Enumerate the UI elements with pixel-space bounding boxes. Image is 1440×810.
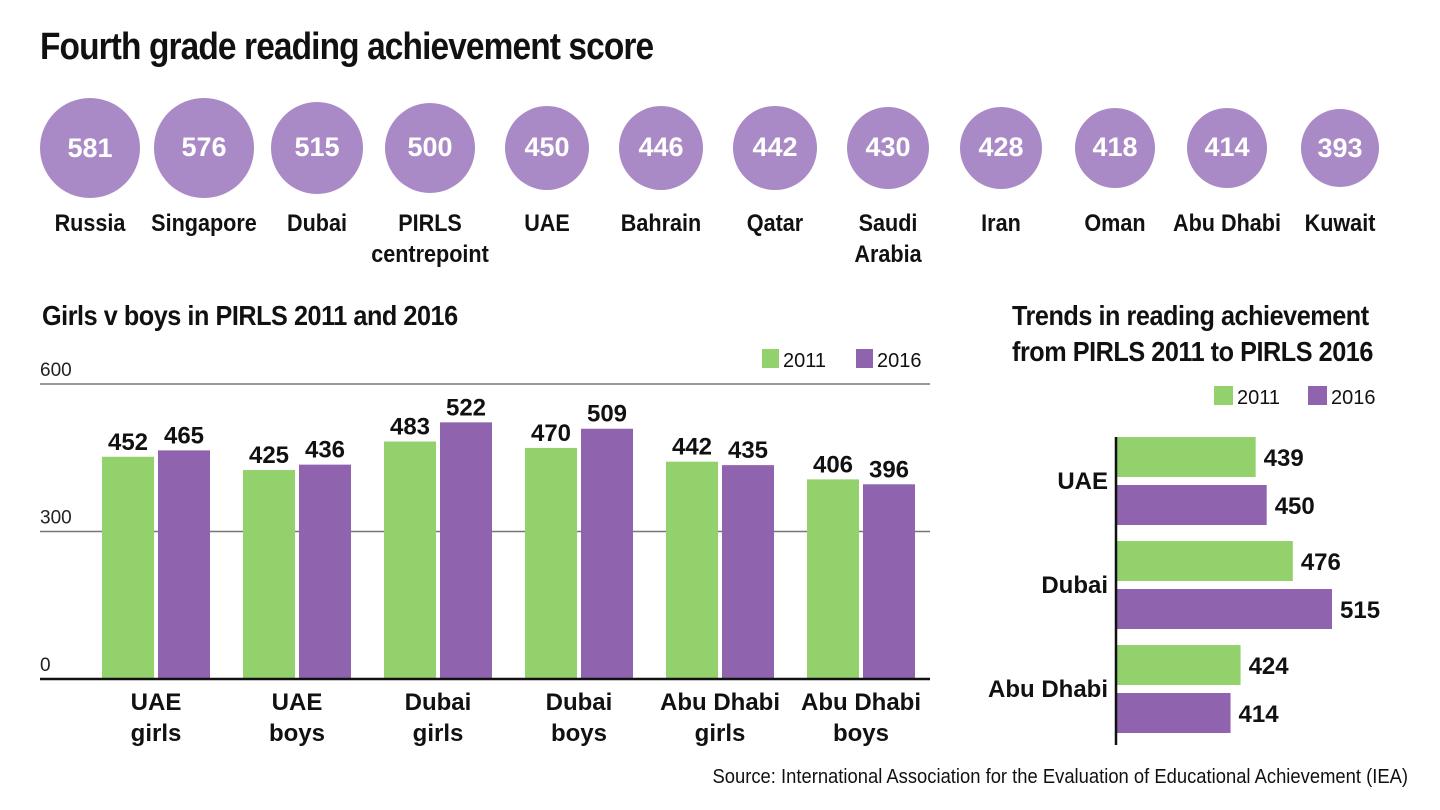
hbar-2011 — [1116, 541, 1293, 581]
hbar-2016 — [1116, 589, 1332, 629]
score-bubble: 581 — [40, 98, 140, 198]
legend-label: 2016 — [877, 350, 922, 372]
country-label: PIRLS centrepoint — [371, 210, 489, 268]
legend-swatch-2016 — [1308, 386, 1327, 405]
score-bubble: 446 — [618, 105, 704, 191]
bar-value-label: 406 — [813, 451, 853, 478]
x-category-label: Dubai girls — [405, 689, 472, 747]
score-bubble: 442 — [733, 106, 817, 190]
hbar-value-label: 439 — [1264, 445, 1304, 472]
score-bubble: 430 — [846, 106, 930, 190]
x-category-label: UAE boys — [269, 689, 325, 747]
score-bubble: 393 — [1301, 109, 1379, 187]
legend-swatch-2011 — [762, 349, 779, 368]
score-bubble: 428 — [959, 106, 1043, 190]
country-label: Oman — [1084, 210, 1146, 237]
country-label: Bahrain — [620, 210, 702, 237]
bar-value-label: 442 — [672, 434, 712, 461]
bar-chart: 600 300 0 452 465 UAE girls 425 436 UAE boys 483 522… — [40, 349, 930, 747]
bar-2011 — [384, 441, 436, 679]
bar-2011 — [102, 456, 154, 679]
legend-swatch-2016 — [856, 349, 873, 368]
hbar-2011 — [1116, 437, 1256, 477]
hbar-value-label: 424 — [1249, 653, 1290, 680]
country-label: Kuwait — [1304, 210, 1376, 237]
country-label: Dubai — [286, 210, 347, 237]
x-category-label: UAE girls — [131, 689, 182, 747]
source-note: Source: International Association for th… — [712, 766, 1408, 788]
bar-value-label: 509 — [587, 401, 627, 428]
hbar-category-label: UAE — [1057, 468, 1108, 495]
country-label: UAE — [524, 210, 570, 237]
bar-value-label: 465 — [164, 422, 204, 449]
y-tick-label: 600 — [40, 360, 72, 381]
legend-label: 2011 — [783, 350, 826, 372]
bar-value-label: 436 — [305, 437, 345, 464]
bar-2011 — [666, 461, 718, 679]
hbar-category-label: Abu Dhabi — [988, 676, 1108, 703]
country-label: Russia — [54, 210, 126, 237]
hbar-category-label: Dubai — [1041, 572, 1108, 599]
x-category-label: Abu Dhabi girls — [660, 689, 780, 747]
score-bubble: 576 — [154, 98, 254, 198]
score-bubble: 450 — [504, 105, 590, 191]
bar-value-label: 522 — [446, 394, 486, 421]
page-title: Fourth grade reading achievement score — [40, 26, 654, 68]
country-label: Qatar — [746, 210, 804, 237]
bar-value-label: 435 — [728, 437, 768, 464]
bar-value-label: 483 — [390, 414, 430, 441]
hbar-value-label: 476 — [1301, 549, 1341, 576]
bar-2016 — [299, 464, 351, 679]
legend-swatch-2011 — [1214, 386, 1233, 405]
bar-2016 — [440, 422, 492, 679]
country-label: Singapore — [151, 210, 257, 237]
hbar-value-label: 414 — [1239, 701, 1280, 728]
bar-2016 — [581, 428, 633, 679]
legend-label: 2011 — [1237, 387, 1280, 409]
bar-value-label: 396 — [869, 456, 909, 483]
bar-2011 — [243, 470, 295, 679]
bar-2016 — [722, 465, 774, 679]
legend-label: 2016 — [1331, 387, 1376, 409]
score-bubble: 418 — [1074, 107, 1156, 189]
score-bubble: 500 — [384, 102, 476, 194]
score-bubble: 414 — [1186, 107, 1268, 189]
bar-value-label: 470 — [531, 420, 571, 447]
country-label: Saudi Arabia — [854, 210, 922, 268]
bar-2016 — [863, 484, 915, 679]
y-tick-label: 300 — [40, 508, 72, 529]
bar-chart-title: Girls v boys in PIRLS 2011 and 2016 — [42, 300, 458, 331]
country-label: Iran — [981, 210, 1021, 237]
hbar-2011 — [1116, 645, 1241, 685]
hbar-chart-title: Trends in reading achievement from PIRLS … — [1012, 300, 1373, 367]
hbar-2016 — [1116, 693, 1231, 733]
hbar-value-label: 450 — [1275, 493, 1315, 520]
bar-2011 — [807, 479, 859, 679]
x-category-label: Abu Dhabi boys — [801, 689, 921, 747]
bar-2016 — [158, 450, 210, 679]
hbar-chart: 439 450 UAE 476 515 Dubai 424 414 Abu Dhabi 2011 2… — [988, 386, 1380, 745]
bar-value-label: 452 — [108, 429, 148, 456]
country-label: Abu Dhabi — [1173, 210, 1281, 237]
bar-2011 — [525, 447, 577, 679]
hbar-2016 — [1116, 485, 1267, 525]
score-bubble: 515 — [270, 101, 364, 195]
x-category-label: Dubai boys — [546, 689, 613, 747]
hbar-value-label: 515 — [1340, 597, 1380, 624]
y-tick-label: 0 — [40, 655, 51, 676]
bar-value-label: 425 — [249, 442, 289, 469]
